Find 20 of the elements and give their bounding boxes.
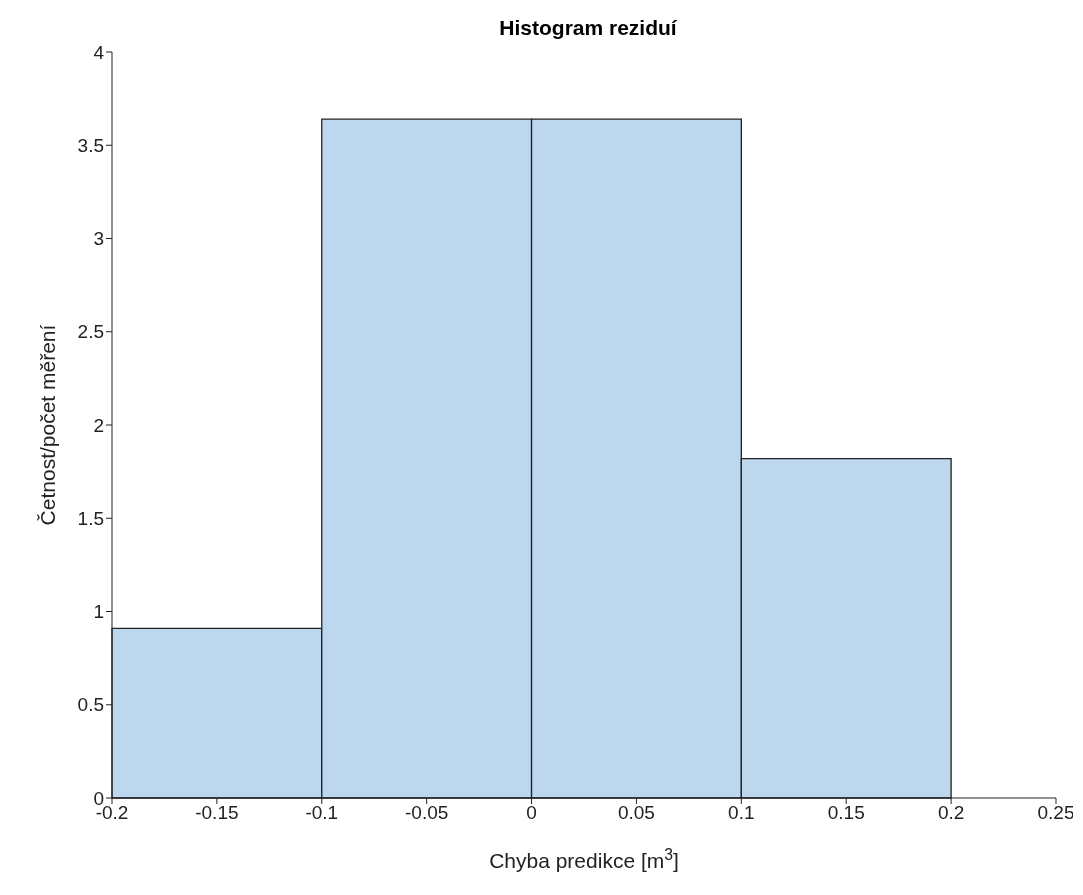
y-tick-label: 0.5 (77, 694, 104, 716)
y-tick-label: 2 (93, 414, 104, 436)
x-tick-label: 0.1 (728, 802, 755, 824)
x-tick-label: -0.15 (195, 802, 239, 824)
x-tick-label: 0.25 (1037, 802, 1075, 824)
x-tick-label: 0.15 (827, 802, 865, 824)
chart-title: Histogram reziduí (498, 16, 678, 40)
y-tick-label: 3 (93, 228, 104, 250)
y-tick-label: 4 (93, 41, 105, 63)
y-tick-label: 1 (93, 601, 104, 623)
x-tick-label: 0.05 (617, 802, 655, 824)
y-tick-label: 3.5 (77, 134, 104, 156)
y-tick-label: 1.5 (77, 507, 104, 529)
x-tick-label: -0.1 (305, 802, 339, 824)
x-tick-label: 0.2 (937, 802, 965, 824)
y-tick-label: 2.5 (77, 321, 104, 343)
x-tick-label: 0 (526, 802, 537, 824)
x-axis-title: Chyba predikce [m$^{3}$] (489, 845, 679, 872)
x-tick-label: -0.05 (405, 802, 449, 824)
y-axis-title: Četnost/počet měření (36, 324, 60, 526)
